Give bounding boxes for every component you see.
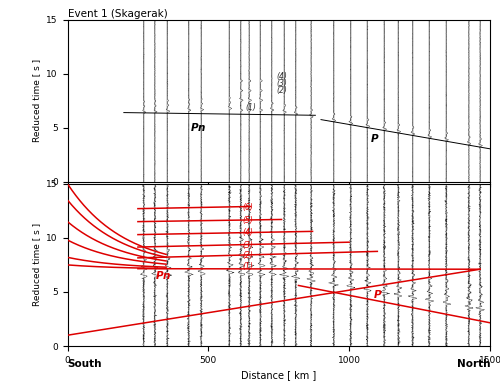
Text: (5): (5): [242, 215, 253, 224]
Text: South: South: [68, 359, 102, 369]
Text: (3): (3): [242, 241, 253, 250]
Text: $\bfit{Pn}$: $\bfit{Pn}$: [155, 269, 171, 281]
Text: North: North: [456, 359, 490, 369]
Text: $\bfit{P}$: $\bfit{P}$: [370, 131, 380, 143]
Text: (6): (6): [242, 203, 253, 212]
Y-axis label: Reduced time [ s ]: Reduced time [ s ]: [32, 59, 40, 142]
Text: (2): (2): [276, 86, 287, 95]
Text: (1): (1): [242, 262, 253, 271]
Text: $\bfit{P}$: $\bfit{P}$: [373, 288, 382, 300]
Text: Event 1 (Skagerak): Event 1 (Skagerak): [68, 9, 167, 19]
Text: $\bfit{Pn}$: $\bfit{Pn}$: [190, 121, 206, 133]
X-axis label: Distance [ km ]: Distance [ km ]: [241, 370, 316, 380]
Text: (2): (2): [242, 251, 253, 260]
Text: (4): (4): [242, 228, 253, 237]
Y-axis label: Reduced time [ s ]: Reduced time [ s ]: [32, 223, 40, 307]
Text: (1): (1): [245, 103, 256, 112]
Text: (3): (3): [276, 79, 287, 88]
Text: (4): (4): [276, 72, 287, 81]
